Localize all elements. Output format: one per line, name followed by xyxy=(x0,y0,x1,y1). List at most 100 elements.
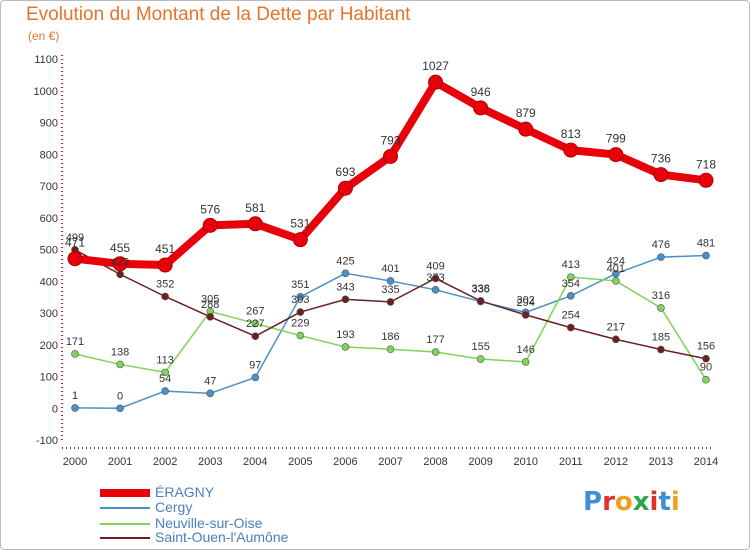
data-point xyxy=(116,404,124,413)
data-point xyxy=(431,348,440,356)
data-point xyxy=(112,256,128,272)
data-point xyxy=(161,387,169,395)
data-point xyxy=(702,251,710,260)
data-point xyxy=(566,323,575,332)
data-label: 424 xyxy=(607,256,625,268)
data-point xyxy=(521,311,530,319)
data-label: 499 xyxy=(66,232,84,244)
data-label: 113 xyxy=(156,354,174,366)
chart-unit: (en €) xyxy=(28,29,60,43)
data-label: 90 xyxy=(700,362,712,374)
data-label: 0 xyxy=(117,390,123,402)
data-label: 422 xyxy=(111,256,129,268)
data-point xyxy=(521,358,530,366)
data-label: 481 xyxy=(697,238,715,250)
x-tick-label: 2008 xyxy=(423,456,447,468)
data-label: 97 xyxy=(249,359,261,371)
y-tick-label: 1000 xyxy=(34,86,58,98)
data-point xyxy=(206,389,215,398)
data-point xyxy=(702,375,710,384)
data-label: 343 xyxy=(336,281,354,293)
data-point xyxy=(518,121,534,137)
data-point xyxy=(71,350,79,358)
data-label: 294 xyxy=(517,297,535,309)
data-point xyxy=(296,293,305,301)
series-lines xyxy=(67,74,714,413)
data-label: 373 xyxy=(426,272,444,284)
data-label: 401 xyxy=(381,263,399,275)
data-point xyxy=(563,142,579,158)
data-point xyxy=(341,343,350,351)
data-point xyxy=(206,313,215,321)
x-tick-label: 2012 xyxy=(604,456,628,468)
x-tick-label: 2013 xyxy=(649,456,673,468)
data-label: 138 xyxy=(111,346,129,358)
data-label: 267 xyxy=(246,305,264,317)
x-tick-label: 2007 xyxy=(378,456,402,468)
data-point xyxy=(657,304,665,312)
data-point xyxy=(612,277,620,285)
data-point xyxy=(202,217,218,233)
data-point xyxy=(608,147,624,163)
x-tick-label: 2006 xyxy=(333,456,357,468)
data-point xyxy=(476,297,485,305)
data-point xyxy=(386,277,395,285)
y-tick-label: 400 xyxy=(40,276,58,288)
y-tick-label: 0 xyxy=(52,403,58,415)
data-label: 793 xyxy=(380,133,400,147)
y-tick-label: 100 xyxy=(40,372,58,384)
y-tick-label: 200 xyxy=(40,340,58,352)
data-label: 455 xyxy=(110,241,130,255)
data-label: 288 xyxy=(201,299,219,311)
data-label: 338 xyxy=(471,283,489,295)
data-label: 576 xyxy=(200,202,220,216)
data-point xyxy=(251,319,260,328)
x-tick-label: 2003 xyxy=(198,456,222,468)
data-label: 156 xyxy=(697,341,715,353)
data-label: 217 xyxy=(607,321,625,333)
data-point xyxy=(698,172,714,188)
data-label: 336 xyxy=(471,284,489,296)
data-label: 146 xyxy=(517,344,535,356)
data-point xyxy=(653,167,669,183)
data-label: 316 xyxy=(652,290,670,302)
x-tick-label: 2002 xyxy=(153,456,177,468)
y-tick-label: -100 xyxy=(36,435,58,447)
data-label: 531 xyxy=(290,217,310,231)
data-label: 736 xyxy=(651,152,671,166)
data-point xyxy=(251,332,260,340)
data-label: 171 xyxy=(66,336,84,348)
y-tick-label: 900 xyxy=(40,118,58,130)
data-label: 413 xyxy=(562,259,580,271)
chart-title: Evolution du Montant de la Dette par Hab… xyxy=(26,4,411,25)
data-point xyxy=(161,368,169,377)
data-point xyxy=(566,273,575,281)
data-point xyxy=(657,345,665,354)
data-label: 471 xyxy=(65,236,85,250)
x-tick-label: 2000 xyxy=(63,456,87,468)
data-label: 186 xyxy=(381,331,399,343)
data-label: 409 xyxy=(426,260,444,272)
data-label: 227 xyxy=(246,318,264,330)
data-point xyxy=(67,251,83,267)
legend-label: ÉRAGNY xyxy=(155,484,215,500)
legend-label: Neuville-sur-Oise xyxy=(155,515,263,531)
data-point xyxy=(71,404,79,412)
y-tick-label: 1100 xyxy=(34,54,58,66)
data-label: 1027 xyxy=(422,59,449,73)
data-point xyxy=(386,345,395,353)
x-tick-label: 2004 xyxy=(243,456,267,468)
x-tick-label: 2014 xyxy=(694,456,718,468)
data-label: 879 xyxy=(516,106,536,120)
data-point xyxy=(251,373,260,382)
y-tick-label: 700 xyxy=(40,181,58,193)
data-label: 425 xyxy=(336,255,354,267)
x-tick-label: 2005 xyxy=(288,456,312,468)
data-point xyxy=(157,257,173,273)
series-line xyxy=(74,78,707,270)
proxiti-logo: Proxiti xyxy=(583,487,680,517)
data-label: 193 xyxy=(336,329,354,341)
data-point xyxy=(296,308,305,316)
